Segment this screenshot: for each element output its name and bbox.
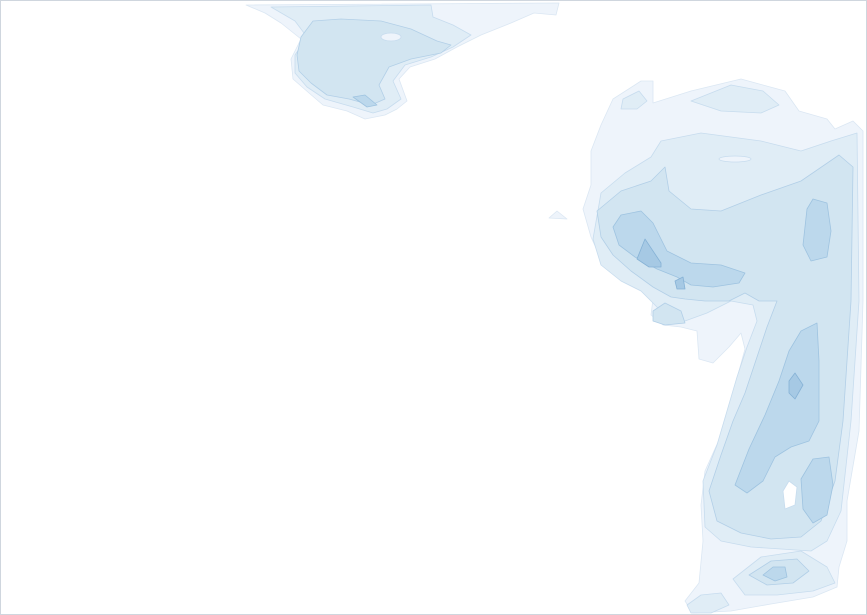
region-southwest-l2 — [686, 592, 730, 614]
peak-east-spine — [788, 372, 804, 400]
contour-level-5 — [636, 238, 804, 400]
region-east-tail-l4 — [800, 456, 834, 524]
region-lobe-l3 — [652, 302, 686, 326]
hole-north — [380, 32, 402, 42]
contour-level-4 — [352, 94, 834, 582]
region-south-core-l4 — [762, 566, 788, 582]
region-east-spine-l4 — [734, 322, 820, 494]
region-west-lobe-l2 — [620, 90, 648, 110]
hole-east — [718, 155, 752, 163]
contour-holes — [380, 32, 798, 510]
peak-east-upper — [636, 238, 662, 268]
hole-east-gap — [782, 480, 798, 510]
peak-east-mid — [674, 276, 686, 290]
region-north-l3 — [296, 18, 452, 106]
region-north-core-l4 — [352, 94, 378, 108]
region-island — [548, 210, 568, 220]
region-east-cap-l2 — [690, 84, 780, 114]
region-east-right-l4 — [802, 198, 832, 262]
